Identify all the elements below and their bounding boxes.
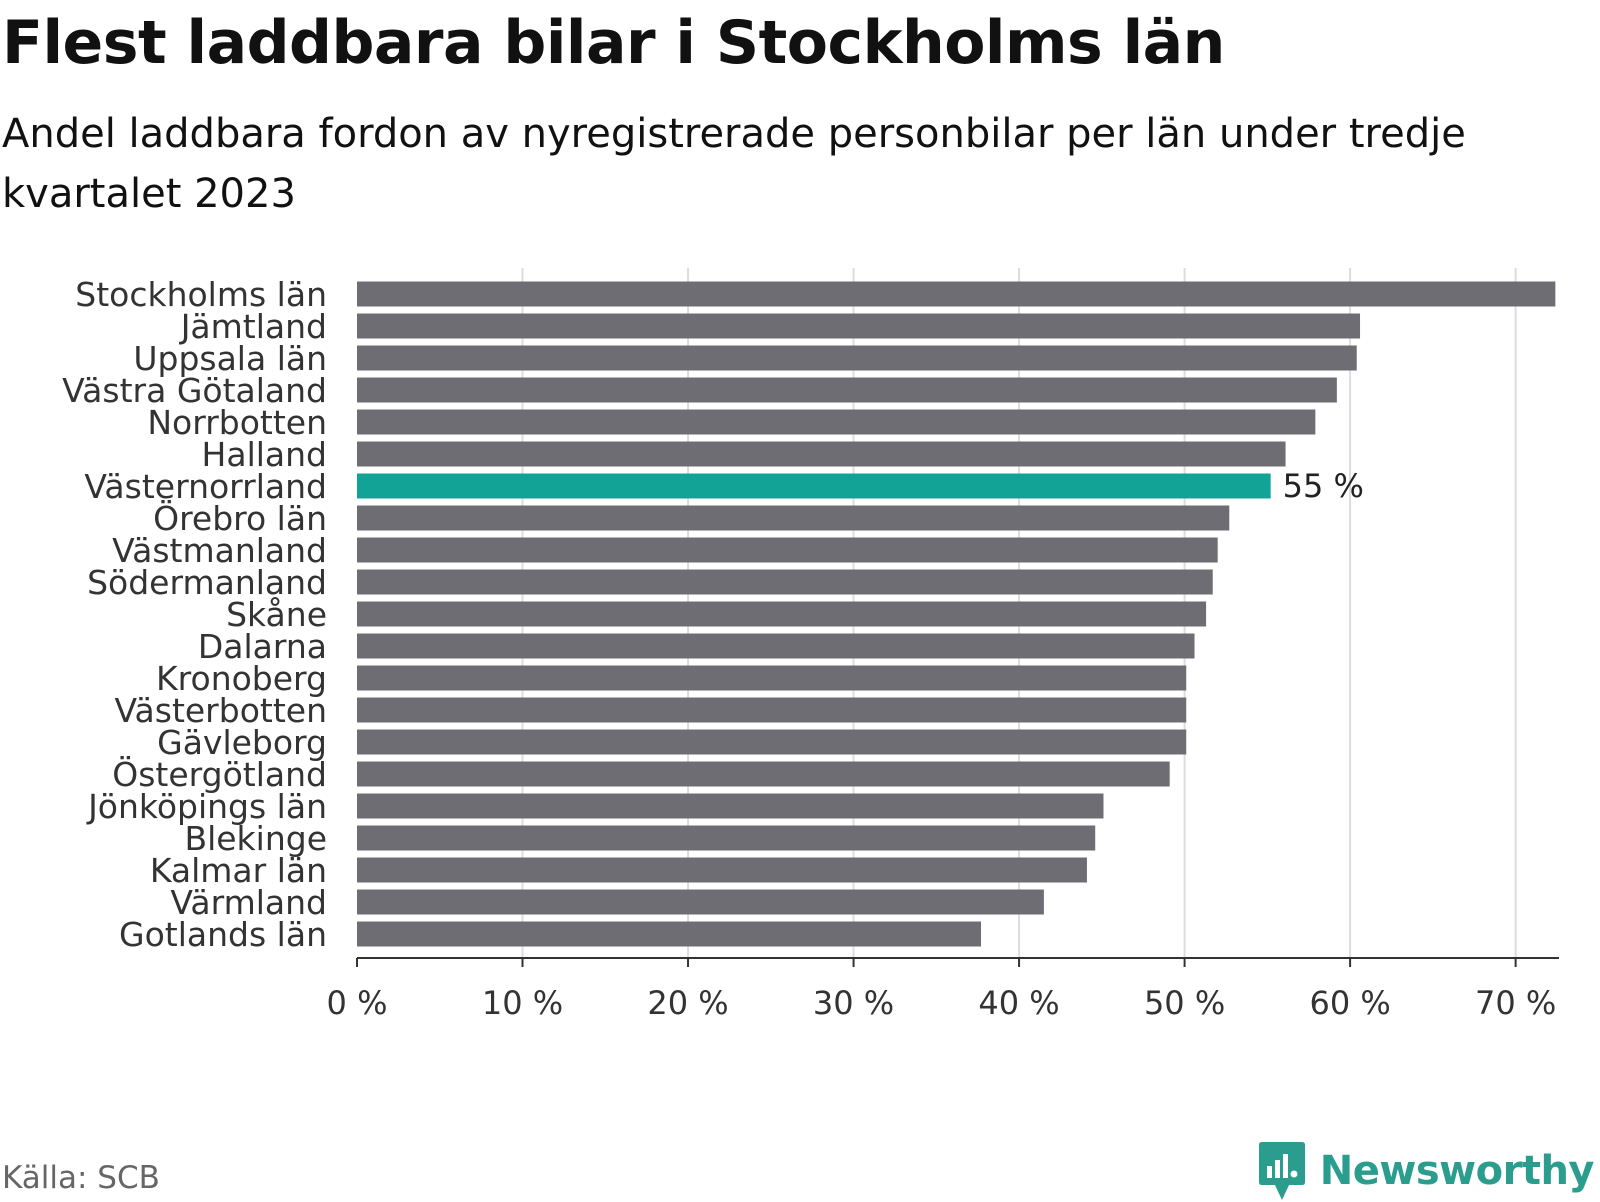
bar	[357, 665, 1187, 691]
bar	[357, 409, 1316, 435]
bar	[357, 537, 1218, 563]
bar	[357, 825, 1096, 851]
bar	[357, 793, 1104, 819]
category-label: Östergötland	[112, 754, 327, 794]
bar	[357, 441, 1286, 467]
bar	[357, 601, 1207, 627]
category-label: Kronoberg	[156, 659, 327, 698]
category-label: Örebro län	[153, 498, 327, 538]
category-label: Halland	[202, 435, 327, 474]
bar	[357, 889, 1044, 915]
bar	[357, 345, 1357, 371]
bar	[357, 569, 1213, 595]
bar	[357, 313, 1361, 339]
x-tick-label: 30 %	[813, 984, 894, 1020]
category-label: Gävleborg	[157, 723, 327, 762]
x-tick-label: 10 %	[482, 984, 563, 1020]
newsworthy-logo-icon	[1258, 1142, 1305, 1200]
chart-subtitle: Andel laddbara fordon av nyregistrerade …	[2, 111, 1466, 217]
category-label: Blekinge	[184, 819, 327, 858]
category-label: Skåne	[226, 595, 327, 634]
category-label: Uppsala län	[133, 339, 327, 378]
x-tick-label: 0 %	[327, 984, 388, 1020]
category-label: Gotlands län	[119, 915, 327, 954]
source-note: Källa: SCB	[2, 1160, 160, 1196]
bar	[357, 281, 1556, 307]
category-label: Västmanland	[112, 531, 327, 570]
bar	[357, 697, 1187, 723]
bar	[357, 505, 1230, 531]
category-label: Norrbotten	[147, 403, 327, 442]
x-tick-label: 70 %	[1475, 984, 1556, 1020]
bar	[357, 761, 1170, 787]
category-label: Kalmar län	[150, 851, 327, 890]
category-label: Jämtland	[179, 307, 327, 346]
data-label: 55 %	[1283, 467, 1364, 505]
category-label: Västernorrland	[84, 467, 327, 506]
chart-title: Flest laddbara bilar i Stockholms län	[2, 8, 1225, 78]
category-label: Jönköpings län	[86, 787, 327, 826]
x-tick-label: 50 %	[1144, 984, 1225, 1020]
category-label: Södermanland	[87, 563, 327, 602]
bar	[357, 921, 981, 947]
x-tick-label: 40 %	[978, 984, 1059, 1020]
bar	[357, 377, 1337, 403]
bar	[357, 473, 1271, 499]
bar	[357, 633, 1195, 659]
category-label: Stockholms län	[75, 275, 327, 314]
brand-name: Newsworthy	[1319, 1148, 1595, 1194]
bar	[357, 729, 1187, 755]
brand-logo-group: Newsworthy	[1258, 1140, 1595, 1202]
bar	[357, 857, 1087, 883]
category-label: Västerbotten	[115, 691, 327, 730]
category-label: Västra Götaland	[62, 371, 327, 410]
category-label: Dalarna	[198, 627, 327, 666]
x-tick-label: 60 %	[1309, 984, 1390, 1020]
x-tick-label: 20 %	[647, 984, 728, 1020]
category-label: Värmland	[170, 883, 327, 922]
